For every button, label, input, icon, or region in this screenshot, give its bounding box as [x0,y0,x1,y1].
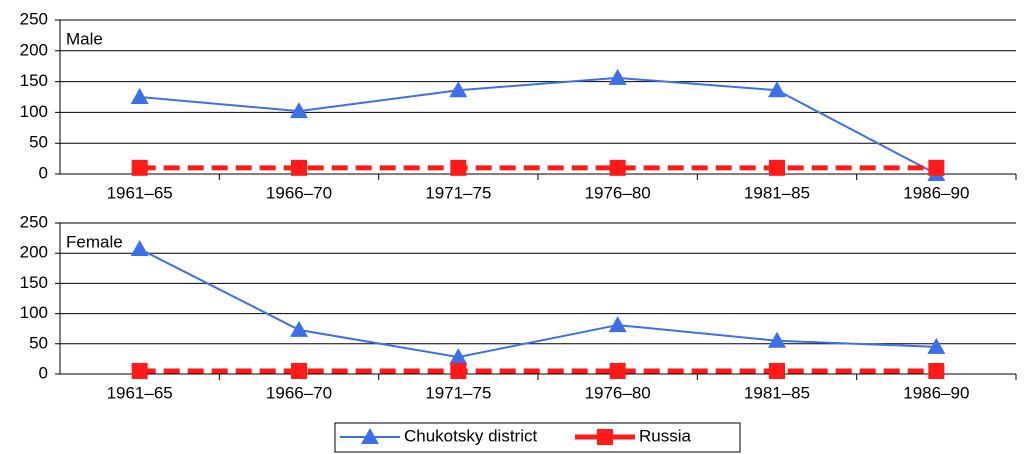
marker [291,362,307,379]
y-tick-label: 0 [39,363,48,382]
y-tick-label: 250 [20,212,48,231]
marker [131,159,148,176]
marker [927,337,946,354]
y-tick-label: 100 [20,102,48,121]
y-tick-label: 250 [20,9,48,28]
legend-label: Chukotsky district [404,426,537,445]
y-tick-label: 200 [20,40,48,59]
x-tick-label: 1976–80 [585,383,651,402]
y-tick-label: 100 [20,303,48,322]
marker [450,362,467,379]
y-tick-label: 200 [20,243,48,262]
marker [130,88,149,104]
series-line [139,76,937,175]
legend-box [334,422,741,453]
marker [609,362,626,379]
legend-label: Russia [639,426,692,445]
y-tick-label: 150 [20,71,48,90]
marker [609,159,626,176]
x-tick-label: 1961–65 [107,383,173,402]
series-line [139,248,937,359]
x-tick-label: 1976–80 [585,183,651,202]
marker [928,362,945,379]
x-tick-label: 1986–90 [903,383,969,402]
x-tick-label: 1961–65 [107,183,173,202]
marker [361,428,379,444]
marker [290,102,308,119]
marker [597,429,613,445]
x-tick-label: 1966–70 [266,383,332,402]
marker [608,316,627,333]
marker [130,239,149,256]
x-tick-label: 1986–90 [903,183,969,202]
panel-title: Male [66,29,103,48]
x-tick-label: 1971–75 [425,383,491,402]
panel-title: Female [66,232,123,251]
marker [768,81,786,98]
x-tick-label: 1971–75 [425,183,491,202]
y-tick-label: 150 [20,273,48,292]
x-tick-label: 1981–85 [744,383,810,402]
x-tick-label: 1966–70 [266,183,332,202]
x-tick-label: 1981–85 [744,183,810,202]
y-tick-label: 0 [39,163,48,182]
marker [608,68,627,85]
marker [291,159,307,176]
marker [449,348,468,365]
marker [928,159,945,176]
marker [769,362,785,379]
marker [131,362,148,379]
marker [768,331,786,348]
y-tick-label: 50 [29,133,48,152]
marker [450,159,467,176]
marker [290,320,308,337]
marker [449,81,468,98]
y-tick-label: 50 [29,333,48,352]
marker [769,159,785,176]
